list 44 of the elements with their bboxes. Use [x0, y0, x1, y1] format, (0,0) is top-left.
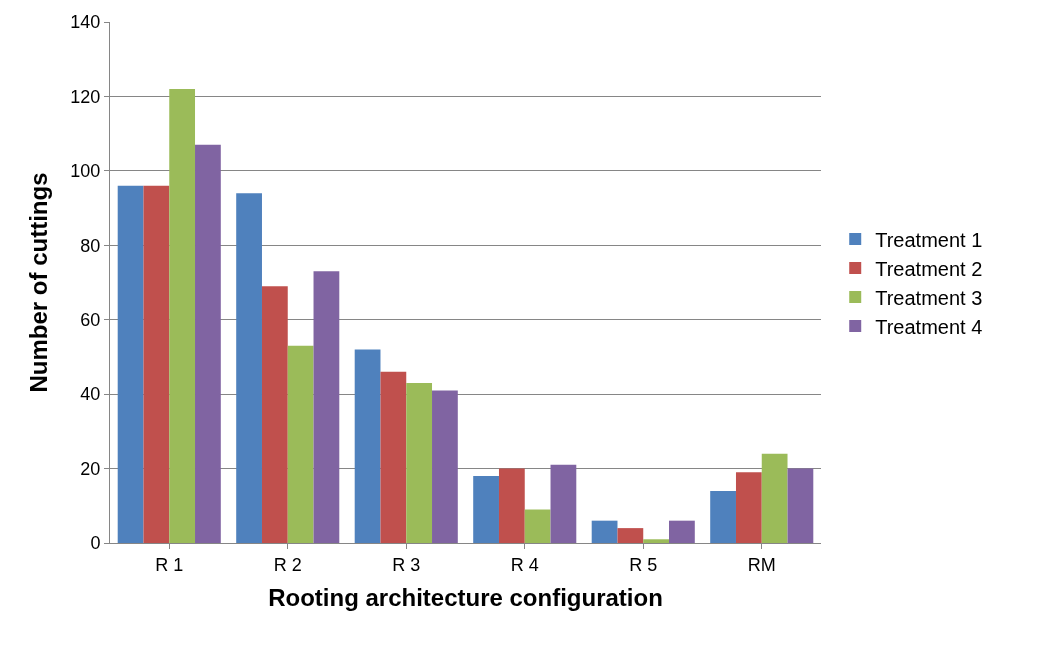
bar	[354, 349, 381, 543]
bar	[313, 271, 340, 543]
x-tick-label: R 4	[510, 554, 539, 575]
bar	[617, 528, 644, 543]
legend-label: Treatment 3	[875, 286, 983, 309]
bar	[406, 382, 433, 543]
x-axis-title: Rooting architecture configuration	[268, 583, 663, 611]
y-axis-title: Number of cuttings	[25, 172, 53, 393]
bar	[236, 193, 262, 543]
bar	[143, 185, 170, 543]
bar	[761, 453, 788, 543]
bar	[498, 468, 525, 543]
x-tick-label: R 5	[629, 554, 658, 575]
x-tick-label: R 1	[155, 554, 184, 575]
bar	[550, 464, 577, 543]
y-tick-label: 60	[80, 310, 101, 331]
legend-label: Treatment 1	[875, 228, 983, 251]
legend-label: Treatment 4	[875, 315, 983, 338]
x-tick-label: RM	[747, 554, 776, 575]
bar	[169, 88, 196, 543]
bar	[787, 468, 814, 543]
bar	[710, 490, 736, 543]
bar	[591, 520, 618, 543]
legend-label: Treatment 2	[875, 257, 983, 280]
y-tick-label: 140	[70, 12, 101, 33]
y-tick-label: 0	[90, 533, 101, 554]
bar	[380, 371, 407, 543]
x-tick-label: R 2	[273, 554, 302, 575]
bar	[735, 472, 762, 543]
bar	[524, 509, 551, 543]
bar	[195, 144, 221, 543]
bar	[432, 390, 458, 543]
bar	[117, 185, 144, 543]
y-tick-label: 40	[80, 384, 101, 405]
x-tick-label: R 3	[392, 554, 421, 575]
y-tick-label: 20	[80, 458, 101, 479]
bar	[669, 520, 695, 543]
bar	[473, 476, 499, 543]
y-tick-label: 120	[70, 86, 101, 107]
bar	[643, 539, 670, 543]
bar	[287, 345, 314, 543]
y-tick-label: 100	[70, 161, 101, 182]
bar	[261, 286, 288, 543]
y-tick-label: 80	[80, 235, 101, 256]
